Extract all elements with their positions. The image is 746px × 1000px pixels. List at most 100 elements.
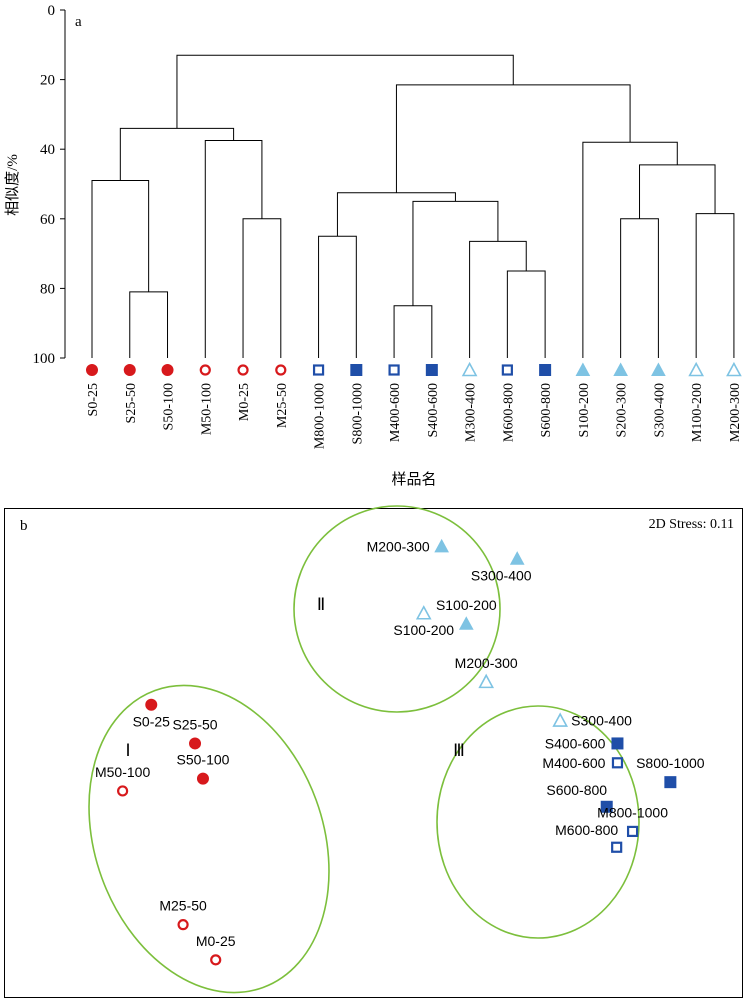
leaf-marker [688,361,705,377]
ordination-point [117,785,129,797]
point-label: S100-200 [436,597,497,613]
leaf-label: S25-50 [124,383,139,423]
dendrogram-branch [469,240,527,358]
dendrogram-branch [393,305,433,358]
point-label: S0-25 [133,714,171,730]
y-tick-label: 0 [48,3,56,19]
y-axis-ticks: 0 20 40 60 80 100 [33,3,65,367]
dendrogram-branch [204,140,263,358]
point-label: S600-800 [546,782,607,798]
dendrogram-branch [639,164,716,219]
group-outline [88,684,330,994]
ordination-point [145,698,158,711]
leaf-label: M100-200 [690,383,705,442]
leaf-marker [613,362,628,376]
group-outline [436,705,640,939]
dendrogram-branches [91,54,735,358]
leaf-marker [123,364,136,376]
leaf-marker [237,364,249,376]
dendrogram-leaves: S0-25 S25-50 S50-100 M50-100 M0-25 M25-50 M800… [86,361,743,449]
group-label: Ⅰ [125,741,130,760]
leaf-label: S800-1000 [350,383,365,444]
ordination-panel: b 2D Stress: 0.11 Ⅱ Ⅰ Ⅲ M200-300 S300-400 S1… [20,505,734,994]
leaf-marker [350,364,363,376]
ordination-point [434,538,449,553]
dendrogram-branch [129,291,169,358]
leaf-label: S50-100 [162,383,177,430]
y-tick-label: 60 [40,212,55,228]
point-label: M200-300 [367,538,430,554]
y-tick-label: 80 [40,281,55,297]
dendrogram-branch [695,213,735,358]
point-label: M25-50 [159,898,207,914]
ordination-point [478,673,495,689]
leaf-label: M800-1000 [313,383,328,449]
leaf-marker [726,361,742,377]
dendrogram-branch [242,218,282,358]
stress-label: 2D Stress: 0.11 [649,517,734,532]
leaf-marker [461,361,478,377]
leaf-marker [575,362,591,376]
ordination-point [626,825,639,838]
leaf-label: S200-300 [615,383,630,437]
point-label: S50-100 [177,752,230,768]
leaf-marker [86,364,98,376]
point-label: S25-50 [172,716,217,732]
point-label: S300-400 [471,568,532,584]
ordination-point [600,800,613,813]
dendrogram-branch [318,235,357,358]
ordination-point [415,605,432,620]
ordination-point [210,954,222,966]
y-axis-title: 相似度/% [4,154,21,216]
leaf-marker [275,364,287,376]
ordination-point [611,841,623,853]
leaf-label: M25-50 [275,383,290,428]
panel-label-b: b [20,518,28,534]
leaf-label: M600-800 [501,383,516,442]
ordination-point [196,772,209,785]
leaf-marker [539,364,552,376]
leaf-marker [651,362,666,376]
y-tick-label: 20 [40,73,55,89]
leaf-label: S0-25 [86,383,101,416]
group-outline [293,505,501,713]
leaf-label: S100-200 [577,383,592,437]
point-label: M200-300 [455,655,518,671]
point-label: M0-25 [196,933,236,949]
dendrogram-branch [91,180,150,358]
leaf-label: M0-25 [237,383,252,421]
ordination-point [509,551,525,565]
dendrogram-panel: 0 20 40 60 80 100 a 相似度/% 样品名 S0-25 S25-50 S50-… [4,3,743,488]
dendrogram-branch [119,127,235,181]
leaf-label: M50-100 [199,383,214,435]
dendrogram-branch [620,218,659,358]
panel-label-a: a [75,14,82,30]
dendrogram-branch [412,200,499,306]
dendrogram-branch [176,54,514,129]
group-label: Ⅲ [453,741,465,760]
dendrogram-branch [506,270,546,358]
point-label: M800-1000 [597,804,668,820]
point-label: M600-800 [555,822,618,838]
point-label: M50-100 [95,764,150,780]
y-tick-label: 100 [33,351,56,367]
ordination-point [177,919,189,931]
point-label: M400-600 [542,755,605,771]
dendrogram-branch [395,84,631,193]
x-axis-title: 样品名 [391,471,436,488]
point-label: S800-1000 [636,755,705,771]
leaf-label: S600-800 [539,383,554,437]
group-outlines: Ⅱ Ⅰ Ⅲ [88,505,640,994]
leaf-marker [312,364,325,376]
dendrogram-branch [582,141,678,358]
leaf-label: M400-600 [388,383,403,442]
point-label: S300-400 [571,713,632,729]
ordination-point [611,757,624,769]
leaf-marker [161,364,174,376]
leaf-label: S400-600 [426,383,441,437]
leaf-marker [199,364,211,376]
ordination-point [611,737,624,750]
leaf-marker [501,364,513,376]
point-label: S100-200 [393,622,454,638]
